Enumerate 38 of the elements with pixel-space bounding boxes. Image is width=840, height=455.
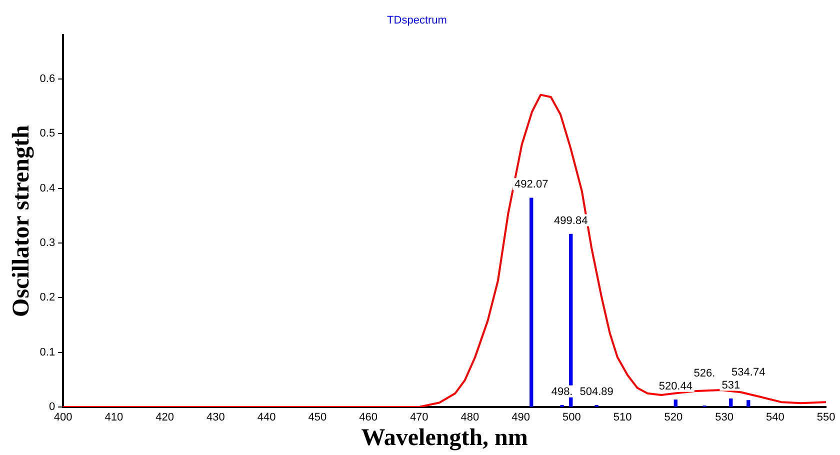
annotation: 504.89 [580, 386, 614, 398]
annotation: 526. [694, 367, 716, 380]
x-tick-label: 410 [104, 412, 124, 424]
annotation: 531 [722, 379, 740, 392]
x-axis-title: Wavelength, nm [361, 424, 528, 451]
y-tick-label: 0.4 [40, 182, 56, 194]
annotation: 499.84 [554, 214, 588, 227]
x-tick-label: 420 [156, 412, 174, 424]
x-tick-label: 470 [410, 412, 428, 424]
annotation: 534.74 [732, 366, 766, 378]
x-tick-label: 480 [460, 412, 480, 424]
annotation: 492.07 [514, 178, 548, 191]
y-tick-label: 0 [48, 401, 56, 414]
y-axis-title: Oscillator strength [8, 125, 35, 317]
x-tick-label: 540 [766, 412, 784, 424]
x-tick-label: 460 [359, 412, 378, 424]
x-tick-label: 450 [308, 412, 327, 424]
x-tick-label: 440 [257, 412, 276, 424]
y-tick-label: 0.6 [40, 72, 56, 85]
x-tick-label: 400 [54, 412, 72, 424]
bar [729, 398, 733, 407]
annotation: 520.44 [658, 380, 692, 392]
x-tick-label: 500 [562, 412, 581, 424]
x-tick-label: 490 [512, 412, 530, 424]
x-tick-label: 430 [206, 412, 225, 424]
bar [530, 198, 534, 407]
x-tick-label: 530 [715, 412, 734, 424]
y-tick-label: 0.1 [40, 346, 56, 358]
y-tick-label: 0.3 [40, 237, 56, 249]
y-tick-label: 0.5 [40, 128, 56, 140]
annotation: 498. [551, 386, 573, 398]
x-tick-label: 510 [613, 412, 632, 424]
x-tick-label: 550 [816, 412, 836, 424]
x-tick-label: 520 [664, 412, 683, 424]
bar [674, 400, 678, 407]
chart-title: TDspectrum [387, 14, 447, 27]
bar [746, 400, 750, 407]
y-tick-label: 0.2 [40, 292, 56, 304]
